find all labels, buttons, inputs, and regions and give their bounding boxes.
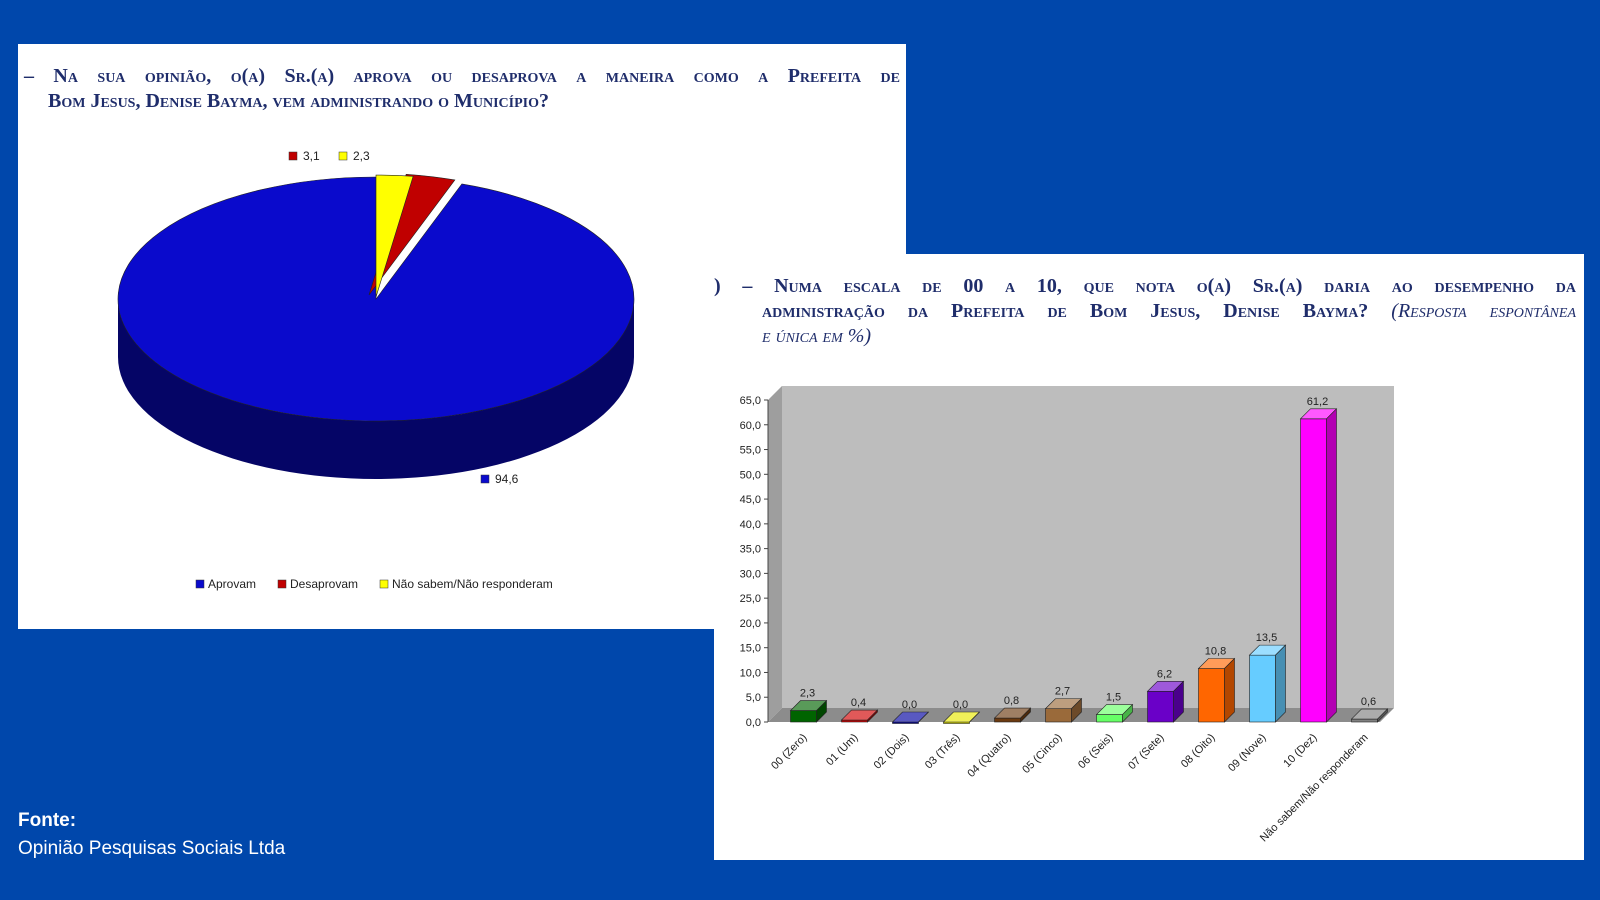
bar-side-wall [768,386,782,722]
bar-title-line2: administração da Prefeita de Bom Jesus, … [762,300,1392,322]
pie-value-label-1: 3,1 [303,149,320,163]
bar-y-tick-label: 55,0 [740,445,761,457]
bar-5 [1045,708,1072,723]
bar-y-tick-label: 10,0 [740,667,761,679]
bar-category-label-11: Não sabem/Não responderam [1258,732,1371,845]
bar-side-6 [1122,703,1133,723]
bar-value-label-0: 2,3 [800,688,815,700]
bar-4 [994,717,1021,723]
bar-y-tick-label: 45,0 [740,494,761,506]
bar-category-label-10: 10 (Dez) [1281,732,1319,770]
source-text: Opinião Pesquisas Sociais Ltda [18,838,286,859]
bar-side-5 [1071,697,1082,723]
bar-side-4 [1020,707,1031,723]
bar-y-tick-label: 15,0 [740,643,761,655]
bar-y-tick-label: 50,0 [740,469,761,481]
bar-value-label-10: 61,2 [1307,396,1328,408]
pie-title-line1: – Na sua opinião, o(a) Sr.(a) aprova ou … [24,65,900,87]
bar-chart-title: ) – Numa escala de 00 a 10, que nota o(a… [714,274,1576,349]
pie-side-wall [118,299,634,479]
bar-floor [768,708,1394,722]
pie-title-line2: Bom Jesus, Denise Bayma, vem administran… [48,90,549,112]
score-bar-chart: 0,0 5,0 10,0 15,0 20,0 25,0 30,0 35,0 40,0 45,0 50… [740,386,1394,845]
pie-legend-swatch-0 [195,579,205,589]
bar-value-label-6: 1,5 [1106,692,1121,704]
bar-value-label-7: 6,2 [1157,668,1172,680]
bar-side-2 [918,711,929,723]
pie-legend-label-2: Não sabem/Não responderam [392,577,553,591]
bar-value-label-5: 2,7 [1055,686,1070,698]
bar-category-label-9: 09 (Nove) [1226,732,1269,775]
pie-chart-title: – Na sua opinião, o(a) Sr.(a) aprova ou … [24,64,900,114]
bar-category-label-4: 04 (Quatro) [965,732,1013,780]
bar-y-tick-label: 0,0 [746,717,761,729]
approval-pie-chart: 94,6 3,1 2,3 Aprovam Desaprovam Não sabem/Não… [117,149,635,591]
pie-slice-0 [117,176,635,422]
pie-legend-swatch-2 [379,579,389,589]
bar-category-label-2: 02 (Dois) [872,732,912,772]
score-bar-card: ) – Numa escala de 00 a 10, que nota o(a… [714,254,1584,860]
bar-side-0 [816,699,827,723]
bar-title-subtitle: (Resposta espontânea [1391,300,1576,322]
bar-value-label-2: 0,0 [902,699,917,711]
bar-6 [1096,714,1123,723]
bar-category-label-8: 08 (Oito) [1179,732,1218,771]
bar-value-label-4: 0,8 [1004,695,1019,707]
bar-value-label-11: 0,6 [1361,696,1376,708]
pie-value-label-2: 2,3 [353,149,370,163]
bar-9 [1249,654,1276,723]
bar-y-tick-label: 30,0 [740,568,761,580]
bar-category-label-7: 07 (Sete) [1126,732,1166,772]
pie-value-label-0: 94,6 [495,472,519,486]
bar-side-11 [1377,708,1388,723]
pie-label-marker-0 [480,474,490,484]
pie-label-marker-2 [338,151,348,161]
pie-slice-2 [375,174,414,298]
bar-side-3 [969,711,980,723]
bar-side-7 [1173,680,1184,723]
bar-8 [1198,668,1225,723]
bar-category-label-0: 00 (Zero) [769,732,809,772]
bar-side-8 [1224,657,1235,723]
pie-legend-label-1: Desaprovam [290,577,358,591]
bar-title-line1: ) – Numa escala de 00 a 10, que nota o(a… [714,275,1576,297]
bar-value-label-8: 10,8 [1205,645,1226,657]
pie-label-marker-1 [288,151,298,161]
bar-y-tick-label: 60,0 [740,420,761,432]
source-label: Fonte: [18,810,77,831]
bar-0 [790,710,817,723]
bar-side-9 [1275,644,1286,723]
bar-y-tick-label: 65,0 [740,395,761,407]
bar-category-label-1: 01 (Um) [824,732,861,769]
pie-legend-swatch-1 [277,579,287,589]
bar-y-tick-label: 40,0 [740,519,761,531]
bar-value-label-1: 0,4 [851,697,866,709]
bar-category-label-6: 06 (Seis) [1076,732,1116,772]
pie-legend-label-0: Aprovam [208,577,256,591]
bar-side-10 [1326,408,1337,723]
pie-slice-1 [368,173,456,296]
bar-category-label-5: 05 (Cinco) [1020,732,1064,776]
bar-10 [1300,418,1327,723]
bar-11 [1351,718,1378,723]
bar-y-tick-label: 35,0 [740,544,761,556]
bar-side-1 [867,709,878,723]
bar-y-tick-label: 5,0 [746,692,761,704]
bar-value-label-3: 0,0 [953,699,968,711]
bar-y-tick-label: 25,0 [740,593,761,605]
bar-title-line3: e única em %) [762,325,872,347]
bar-back-wall [782,386,1394,708]
bar-value-label-9: 13,5 [1256,632,1277,644]
bar-y-tick-label: 20,0 [740,618,761,630]
bar-7 [1147,690,1174,723]
bar-category-label-3: 03 (Três) [923,732,963,772]
